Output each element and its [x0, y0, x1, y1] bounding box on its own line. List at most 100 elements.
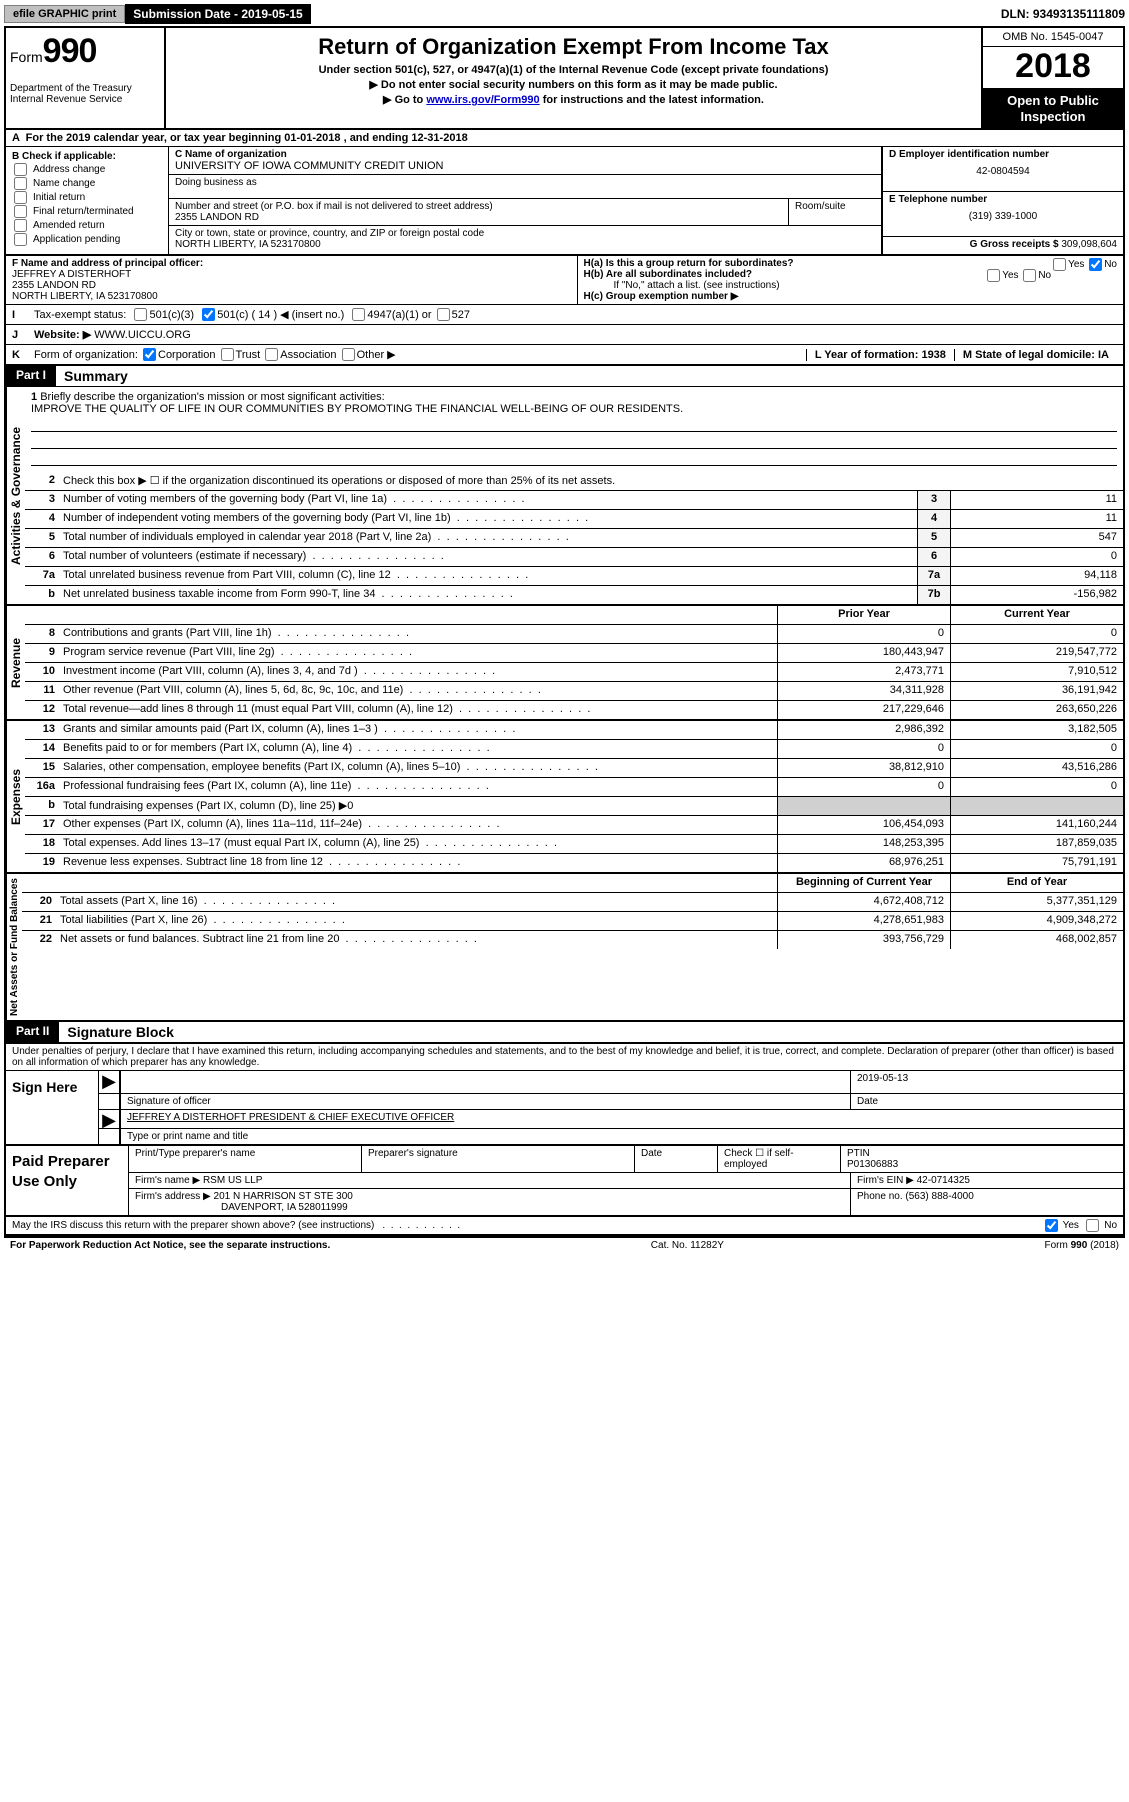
- irs-link[interactable]: www.irs.gov/Form990: [426, 94, 539, 106]
- addr-value: 2355 LANDON RD: [175, 212, 782, 223]
- chk-address-change[interactable]: [14, 163, 27, 176]
- form-title: Return of Organization Exempt From Incom…: [174, 34, 973, 60]
- chk-corp[interactable]: [143, 348, 156, 361]
- cat-no: Cat. No. 11282Y: [651, 1240, 724, 1251]
- row-a-tax-year: A For the 2019 calendar year, or tax yea…: [6, 130, 1123, 147]
- chk-other[interactable]: [342, 348, 355, 361]
- exp-curr-13: 3,182,505: [950, 721, 1123, 739]
- gov-line-6: Total number of volunteers (estimate if …: [59, 548, 917, 566]
- chk-final-return[interactable]: [14, 205, 27, 218]
- section-revenue: Revenue Prior Year Current Year 8Contrib…: [6, 606, 1123, 721]
- tax-year: 2018: [983, 47, 1123, 89]
- section-expenses: Expenses 13Grants and similar amounts pa…: [6, 721, 1123, 874]
- line-i: I Tax-exempt status: 501(c)(3) 501(c) ( …: [6, 305, 1123, 325]
- chk-name-change[interactable]: [14, 177, 27, 190]
- form-ref: Form 990 (2018): [1045, 1240, 1119, 1251]
- rev-line-9: Program service revenue (Part VIII, line…: [59, 644, 777, 662]
- vlabel-expenses: Expenses: [6, 721, 25, 872]
- rev-prior-11: 34,311,928: [777, 682, 950, 700]
- officer-row: F Name and address of principal officer:…: [6, 256, 1123, 305]
- chk-application-pending[interactable]: [14, 233, 27, 246]
- prep-label: Paid Preparer Use Only: [6, 1146, 128, 1215]
- chk-assoc[interactable]: [265, 348, 278, 361]
- goto-line: ▶ Go to www.irs.gov/Form990 for instruct…: [174, 93, 973, 106]
- dept-treasury: Department of the Treasury Internal Reve…: [10, 83, 160, 105]
- chk-501c3[interactable]: [134, 308, 147, 321]
- rev-line-10: Investment income (Part VIII, column (A)…: [59, 663, 777, 681]
- dba-label: Doing business as: [175, 177, 257, 188]
- exp-prior-13: 2,986,392: [777, 721, 950, 739]
- chk-527[interactable]: [437, 308, 450, 321]
- state-domicile: M State of legal domicile: IA: [954, 349, 1117, 361]
- exp-prior-17: 106,454,093: [777, 816, 950, 834]
- line2-text: Check this box ▶ ☐ if the organization d…: [59, 472, 1123, 490]
- chk-501c[interactable]: [202, 308, 215, 321]
- hb-no[interactable]: [1023, 269, 1036, 282]
- submission-date: Submission Date - 2019-05-15: [125, 4, 310, 24]
- exp-curr-14: 0: [950, 740, 1123, 758]
- exp-line-14: Benefits paid to or for members (Part IX…: [59, 740, 777, 758]
- net-end-20: 5,377,351,129: [950, 893, 1123, 911]
- rev-curr-12: 263,650,226: [950, 701, 1123, 719]
- prep-h2: Date: [635, 1146, 718, 1172]
- ssn-warning: ▶ Do not enter social security numbers o…: [174, 78, 973, 91]
- discuss-no[interactable]: [1086, 1219, 1099, 1232]
- hc-label: H(c) Group exemption number ▶: [584, 291, 739, 302]
- room-label: Room/suite: [789, 199, 881, 225]
- ha-no[interactable]: [1089, 258, 1102, 271]
- gov-line-7a: Total unrelated business revenue from Pa…: [59, 567, 917, 585]
- gov-val-7a: 94,118: [950, 567, 1123, 585]
- rev-curr-11: 36,191,942: [950, 682, 1123, 700]
- discuss-yes[interactable]: [1045, 1219, 1058, 1232]
- officer-name: JEFFREY A DISTERHOFT: [12, 269, 571, 280]
- exp-line-17: Other expenses (Part IX, column (A), lin…: [59, 816, 777, 834]
- chk-4947[interactable]: [352, 308, 365, 321]
- hdr-prior-year: Prior Year: [777, 606, 950, 624]
- exp-prior-14: 0: [777, 740, 950, 758]
- rev-curr-8: 0: [950, 625, 1123, 643]
- gov-val-5: 547: [950, 529, 1123, 547]
- chk-trust[interactable]: [221, 348, 234, 361]
- gov-line-3: Number of voting members of the governin…: [59, 491, 917, 509]
- ha-yes[interactable]: [1053, 258, 1066, 271]
- net-end-21: 4,909,348,272: [950, 912, 1123, 930]
- mission-text: IMPROVE THE QUALITY OF LIFE IN OUR COMMU…: [31, 403, 683, 415]
- chk-initial-return[interactable]: [14, 191, 27, 204]
- form-number: 990: [43, 32, 97, 70]
- exp-line-13: Grants and similar amounts paid (Part IX…: [59, 721, 777, 739]
- ein-label: D Employer identification number: [889, 149, 1117, 160]
- section-net-assets: Net Assets or Fund Balances Beginning of…: [6, 874, 1123, 1022]
- city-label: City or town, state or province, country…: [175, 228, 875, 239]
- part-i-title: Summary: [56, 366, 136, 386]
- phone-label: E Telephone number: [889, 194, 1117, 205]
- gov-line-4: Number of independent voting members of …: [59, 510, 917, 528]
- sig-date: 2019-05-13: [850, 1071, 1123, 1093]
- ptin-value: P01306883: [847, 1159, 898, 1170]
- hb-yes[interactable]: [987, 269, 1000, 282]
- website-value: WWW.UICCU.ORG: [94, 329, 191, 341]
- net-begin-21: 4,278,651,983: [777, 912, 950, 930]
- net-line-21: Total liabilities (Part X, line 26): [56, 912, 777, 930]
- exp-curr-18: 187,859,035: [950, 835, 1123, 853]
- org-name: UNIVERSITY OF IOWA COMMUNITY CREDIT UNIO…: [175, 160, 875, 172]
- efile-print-btn[interactable]: efile GRAPHIC print: [4, 5, 125, 23]
- sig-arrow-1: ▶: [99, 1071, 121, 1093]
- exp-line-19: Revenue less expenses. Subtract line 18 …: [59, 854, 777, 872]
- signature-block: Under penalties of perjury, I declare th…: [6, 1042, 1123, 1236]
- pra-notice: For Paperwork Reduction Act Notice, see …: [10, 1240, 330, 1251]
- exp-curr-15: 43,516,286: [950, 759, 1123, 777]
- exp-prior-18: 148,253,395: [777, 835, 950, 853]
- page-footer: For Paperwork Reduction Act Notice, see …: [4, 1238, 1125, 1253]
- net-end-22: 468,002,857: [950, 931, 1123, 949]
- chk-amended[interactable]: [14, 219, 27, 232]
- form-label: Form: [10, 49, 43, 65]
- hb-label: H(b) Are all subordinates included?: [584, 269, 753, 280]
- exp-prior-16a: 0: [777, 778, 950, 796]
- gov-val-b: -156,982: [950, 586, 1123, 604]
- exp-line-18: Total expenses. Add lines 13–17 (must eq…: [59, 835, 777, 853]
- date-label: Date: [850, 1094, 1123, 1109]
- discuss-text: May the IRS discuss this return with the…: [12, 1220, 374, 1231]
- sign-here-label: Sign Here: [6, 1071, 99, 1144]
- ha-label: H(a) Is this a group return for subordin…: [584, 258, 794, 269]
- gov-line-b: Net unrelated business taxable income fr…: [59, 586, 917, 604]
